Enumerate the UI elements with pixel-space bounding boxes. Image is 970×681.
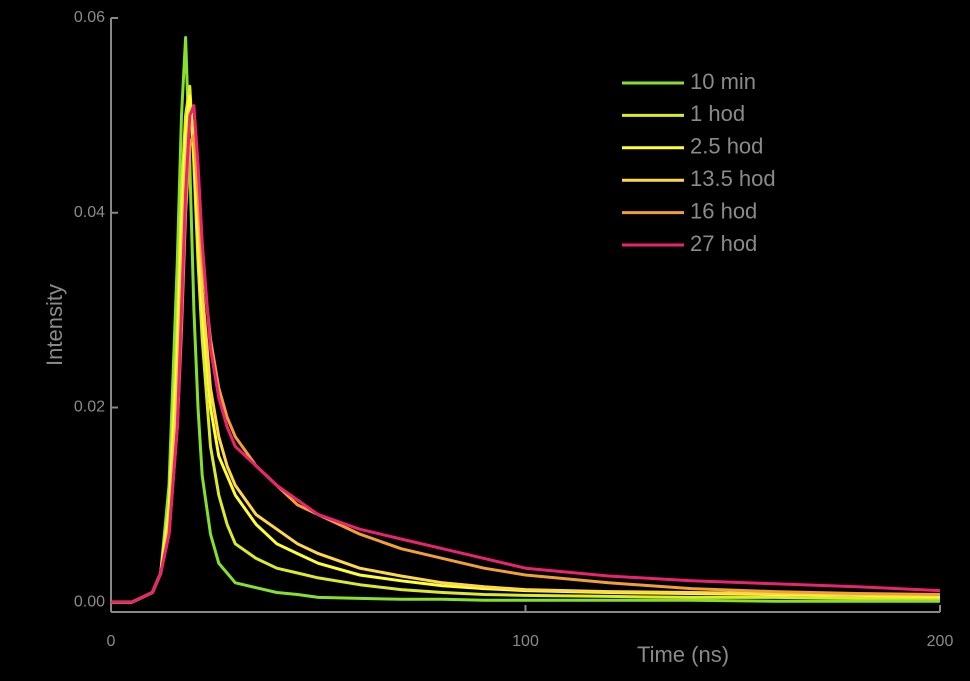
y-tick-label: 0.00 <box>74 593 105 610</box>
legend-label: 2.5 hod <box>690 134 763 159</box>
series-line <box>111 36 940 604</box>
y-axis-label: Intensity <box>42 284 67 366</box>
y-tick-label: 0.02 <box>74 399 105 416</box>
series-line <box>111 94 941 604</box>
y-tick-label: 0.04 <box>74 204 105 221</box>
series-line <box>111 104 941 604</box>
y-tick-label: 0.06 <box>74 9 105 26</box>
x-tick-label: 200 <box>927 633 954 650</box>
legend-label: 13.5 hod <box>690 166 776 191</box>
x-tick-label: 0 <box>107 633 116 650</box>
legend-label: 16 hod <box>690 198 757 223</box>
legend-label: 10 min <box>690 69 756 94</box>
series-line <box>111 133 941 604</box>
series-line <box>111 84 940 604</box>
legend-label: 1 hod <box>690 101 745 126</box>
series-line <box>111 113 941 604</box>
x-tick-label: 100 <box>512 633 539 650</box>
x-axis-label: Time (ns) <box>637 642 729 667</box>
legend-label: 27 hod <box>690 231 757 256</box>
